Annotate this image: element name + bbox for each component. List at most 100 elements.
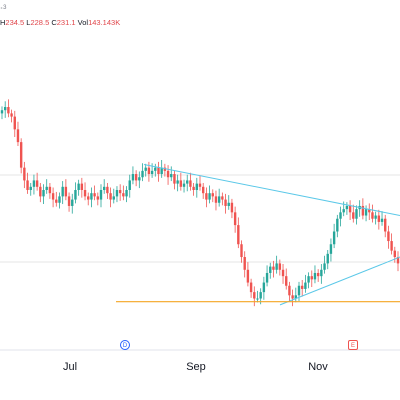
candle-body: [269, 266, 272, 273]
close-value: 231.1: [56, 18, 76, 27]
candle-body: [230, 202, 234, 213]
candle-body: [243, 257, 246, 270]
candle-body: [109, 193, 112, 200]
candle-body: [380, 218, 384, 222]
candle-body: [23, 167, 26, 181]
candle-body: [55, 199, 58, 203]
candle-body: [35, 180, 39, 187]
candle-body: [329, 244, 333, 254]
candle-body: [160, 167, 163, 175]
candle-body: [195, 183, 199, 190]
candle-body: [150, 170, 154, 175]
candle-body: [368, 209, 371, 213]
candle-body: [67, 196, 71, 206]
candle-body: [141, 170, 144, 178]
candle-body: [221, 196, 224, 200]
candle-body: [192, 186, 195, 190]
candle-body: [323, 263, 326, 270]
candle-body: [208, 193, 211, 200]
candle-body: [83, 190, 87, 197]
candle-body: [307, 276, 310, 283]
candle-body: [99, 190, 103, 200]
candle-body: [326, 253, 329, 264]
candle-body: [42, 190, 45, 197]
candle-body: [355, 209, 358, 219]
candle-body: [237, 225, 240, 245]
candle-body: [10, 113, 13, 117]
candle-body: [134, 174, 138, 181]
candle-body: [80, 183, 84, 190]
candle-body: [371, 212, 374, 219]
candle-body: [186, 180, 189, 184]
candle-body: [0, 110, 4, 114]
candle-body: [393, 250, 397, 258]
candle-body: [259, 292, 262, 299]
earnings-badge-letter: E: [351, 343, 355, 349]
candle-body: [316, 272, 320, 277]
candle-body: [332, 231, 336, 245]
candle-body: [13, 116, 16, 130]
candle-body: [214, 196, 218, 203]
candle-body: [348, 205, 352, 213]
candle-body: [291, 295, 294, 299]
volume-label: Vol: [77, 18, 89, 27]
candle-body: [26, 180, 29, 190]
candle-body: [320, 269, 323, 277]
candle-body: [198, 183, 202, 187]
candle-body: [61, 186, 64, 197]
candle-body: [390, 241, 393, 251]
ohlc-legend: H234.5 L228.5 C231.1 Vol143.143K: [0, 18, 120, 27]
candle-body: [106, 186, 109, 194]
annotation-lines: [116, 163, 400, 306]
candle-body: [384, 218, 387, 232]
close-label: C: [51, 18, 57, 27]
candle-body: [253, 292, 256, 299]
high-label: H: [0, 18, 6, 27]
candle-body: [285, 276, 288, 286]
candle-body: [90, 193, 93, 200]
candle-body: [48, 186, 52, 194]
candle-body: [281, 269, 285, 277]
x-tick-label: Jul: [63, 361, 77, 373]
candle-body: [74, 190, 77, 200]
legend-sub: ₊3: [0, 5, 7, 11]
low-value: 228.5: [30, 18, 50, 27]
candle-body: [278, 263, 282, 270]
candle-body: [96, 196, 100, 200]
candle-body: [179, 180, 183, 187]
high-value: 234.5: [5, 18, 25, 27]
candle-body: [122, 193, 125, 197]
candle-body: [345, 205, 349, 210]
candle-body: [396, 257, 400, 264]
candle-body: [144, 167, 147, 171]
candle-body: [361, 205, 365, 216]
candle-body: [166, 170, 170, 178]
low-label: L: [26, 18, 31, 27]
candle-body: [246, 269, 250, 283]
candle-body: [272, 266, 275, 270]
candle-body: [71, 199, 74, 206]
time-axis[interactable]: Jul Sep Nov D E: [63, 340, 358, 374]
candle-body: [125, 190, 128, 197]
candle-body: [364, 209, 368, 216]
candle-body: [118, 190, 122, 194]
candle-body: [310, 276, 313, 280]
x-tick-label: Nov: [308, 361, 328, 373]
candle-body: [201, 186, 205, 194]
lower-trendline: [279, 256, 400, 306]
candle-body: [3, 107, 7, 111]
candle-body: [131, 174, 135, 181]
candle-body: [138, 177, 141, 181]
candle-body: [217, 196, 221, 203]
candle-body: [7, 107, 10, 114]
candle-body: [154, 167, 157, 171]
candle-body: [224, 199, 227, 206]
candle-body: [342, 209, 345, 213]
grid: [0, 174, 400, 263]
candle-body: [102, 186, 106, 190]
candle-body: [211, 193, 214, 197]
candle-body: [313, 272, 317, 280]
candle-body: [182, 183, 186, 187]
candle-body: [300, 285, 304, 289]
